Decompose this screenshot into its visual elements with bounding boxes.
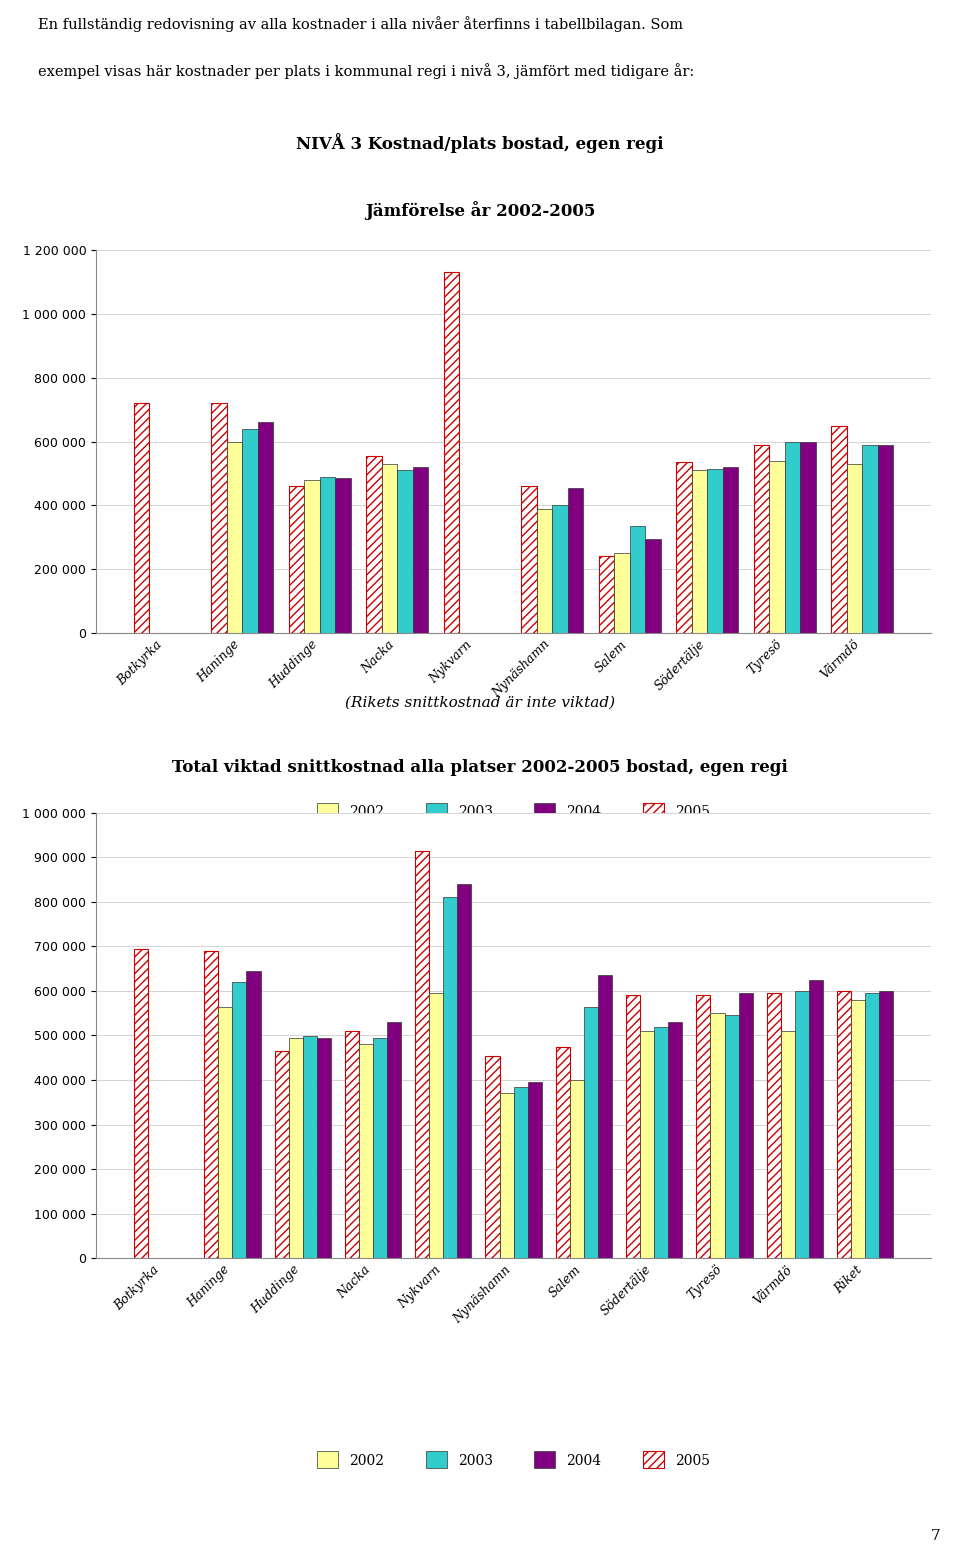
Bar bbox=[317, 1038, 331, 1258]
Bar bbox=[723, 467, 738, 633]
Bar bbox=[320, 477, 335, 633]
Bar bbox=[415, 850, 429, 1258]
Bar bbox=[514, 1086, 528, 1258]
Bar bbox=[676, 463, 692, 633]
Bar bbox=[232, 982, 247, 1258]
Bar bbox=[304, 480, 320, 633]
Bar bbox=[134, 949, 148, 1258]
Text: Jämförelse år 2002-2005: Jämförelse år 2002-2005 bbox=[365, 202, 595, 220]
Bar bbox=[801, 442, 816, 633]
Text: (Rikets snittkostnad är inte viktad): (Rikets snittkostnad är inte viktad) bbox=[345, 696, 615, 710]
Text: 7: 7 bbox=[931, 1529, 941, 1543]
Bar bbox=[367, 456, 382, 633]
Bar bbox=[211, 403, 227, 633]
Bar bbox=[630, 527, 645, 633]
Bar bbox=[654, 1027, 668, 1258]
Bar bbox=[335, 478, 351, 633]
Bar bbox=[528, 1082, 541, 1258]
Bar bbox=[289, 486, 304, 633]
Bar bbox=[397, 470, 413, 633]
Bar bbox=[499, 1094, 514, 1258]
Bar bbox=[692, 470, 708, 633]
Bar bbox=[795, 991, 809, 1258]
Bar bbox=[457, 885, 471, 1258]
Bar bbox=[227, 442, 243, 633]
Bar bbox=[413, 467, 428, 633]
Bar bbox=[556, 1047, 570, 1258]
Bar bbox=[877, 445, 893, 633]
Bar bbox=[218, 1007, 232, 1258]
Text: Total viktad snittkostnad alla platser 2002-2005 bostad, egen regi: Total viktad snittkostnad alla platser 2… bbox=[172, 758, 788, 775]
Bar bbox=[444, 272, 460, 633]
Bar bbox=[809, 980, 823, 1258]
Text: En fullständig redovisning av alla kostnader i alla nivåer återfinns i tabellbil: En fullständig redovisning av alla kostn… bbox=[38, 16, 684, 31]
Text: exempel visas här kostnader per plats i kommunal regi i nivå 3, jämfört med tidi: exempel visas här kostnader per plats i … bbox=[38, 63, 695, 78]
Bar bbox=[645, 539, 660, 633]
Bar bbox=[780, 1032, 795, 1258]
Bar bbox=[444, 897, 457, 1258]
Bar bbox=[837, 991, 852, 1258]
Bar bbox=[754, 445, 769, 633]
Bar bbox=[243, 428, 258, 633]
Bar bbox=[258, 422, 274, 633]
Bar bbox=[668, 1022, 683, 1258]
Bar bbox=[382, 464, 397, 633]
Legend: 2002, 2003, 2004, 2005: 2002, 2003, 2004, 2005 bbox=[312, 1446, 715, 1474]
Bar bbox=[387, 1022, 401, 1258]
Legend: 2002, 2003, 2004, 2005: 2002, 2003, 2004, 2005 bbox=[312, 797, 715, 825]
Bar bbox=[640, 1032, 654, 1258]
Bar bbox=[570, 1080, 584, 1258]
Bar bbox=[852, 1000, 865, 1258]
Bar bbox=[614, 553, 630, 633]
Bar bbox=[567, 488, 584, 633]
Bar bbox=[831, 425, 847, 633]
Bar bbox=[847, 464, 862, 633]
Bar bbox=[708, 469, 723, 633]
Bar bbox=[521, 486, 537, 633]
Bar bbox=[767, 993, 780, 1258]
Bar bbox=[134, 403, 150, 633]
Text: NIVÅ 3 Kostnad/plats bostad, egen regi: NIVÅ 3 Kostnad/plats bostad, egen regi bbox=[297, 133, 663, 153]
Bar bbox=[247, 971, 260, 1258]
Bar bbox=[598, 975, 612, 1258]
Bar bbox=[879, 991, 893, 1258]
Bar bbox=[725, 1016, 738, 1258]
Bar bbox=[696, 996, 710, 1258]
Bar bbox=[302, 1036, 317, 1258]
Bar bbox=[359, 1044, 373, 1258]
Bar bbox=[486, 1055, 499, 1258]
Bar bbox=[289, 1038, 302, 1258]
Bar bbox=[373, 1038, 387, 1258]
Bar bbox=[626, 996, 640, 1258]
Bar bbox=[738, 993, 753, 1258]
Bar bbox=[537, 508, 552, 633]
Bar bbox=[862, 445, 877, 633]
Bar bbox=[552, 505, 567, 633]
Bar bbox=[599, 556, 614, 633]
Bar bbox=[784, 442, 801, 633]
Bar bbox=[865, 993, 879, 1258]
Bar bbox=[710, 1013, 725, 1258]
Bar bbox=[275, 1050, 289, 1258]
Bar bbox=[769, 461, 784, 633]
Bar bbox=[584, 1007, 598, 1258]
Bar bbox=[429, 993, 444, 1258]
Bar bbox=[345, 1032, 359, 1258]
Bar bbox=[204, 950, 218, 1258]
